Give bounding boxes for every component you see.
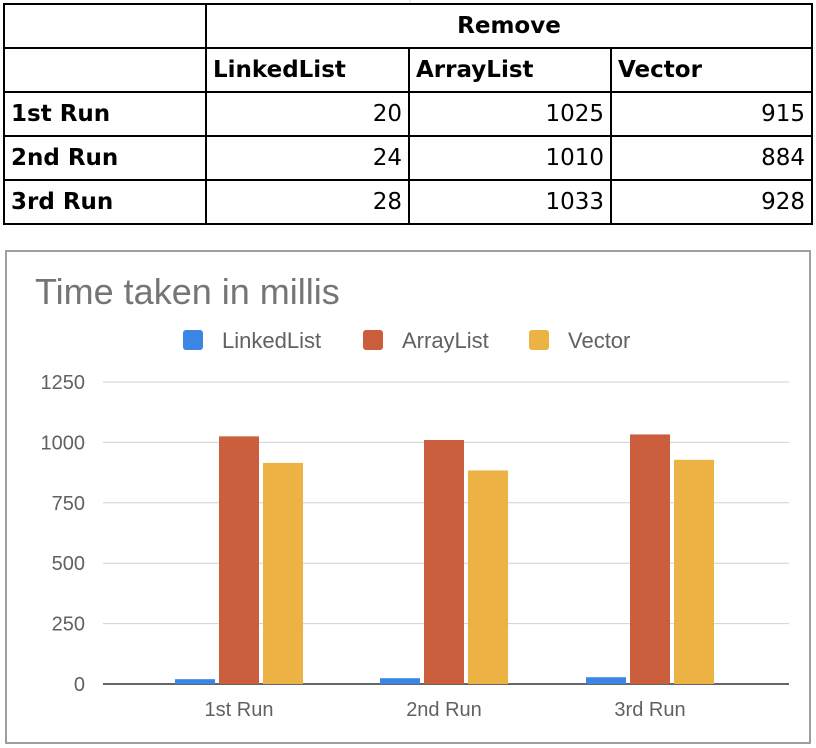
chart-bars [175, 434, 714, 684]
table-row-label: 1st Run [3, 91, 207, 137]
table-cell: 28 [205, 179, 410, 225]
bar-vector-3 [674, 459, 714, 684]
table-column-header-row: LinkedList ArrayList Vector [3, 47, 813, 93]
results-table: Remove LinkedList ArrayList Vector 1st R… [3, 3, 813, 225]
table-cell: 24 [205, 135, 410, 181]
table-corner-cell [3, 3, 207, 49]
y-axis-ticks: 0 250 500 750 1000 1250 [41, 372, 86, 696]
bar-vector-2 [468, 470, 508, 684]
table-column-header: LinkedList [205, 47, 410, 93]
table-cell: 915 [610, 91, 813, 137]
chart-legend: LinkedList ArrayList Vector [183, 328, 630, 353]
table-row-label: 2nd Run [3, 135, 207, 181]
bar-linkedlist-2 [380, 678, 420, 684]
table-cell: 884 [610, 135, 813, 181]
table-cell: 1025 [408, 91, 612, 137]
legend-label: LinkedList [222, 328, 321, 353]
table-cell: 1033 [408, 179, 612, 225]
legend-swatch [183, 330, 203, 350]
y-tick-label: 1000 [41, 432, 86, 454]
y-tick-label: 1250 [41, 372, 86, 394]
bar-chart: Time taken in millis LinkedList ArrayList… [35, 271, 789, 721]
bar-arraylist-2 [424, 439, 464, 684]
table-row: 1st Run 20 1025 915 [3, 91, 813, 137]
legend-swatch [363, 330, 383, 350]
bar-linkedlist-3 [586, 677, 626, 684]
table-cell: 1010 [408, 135, 612, 181]
bar-vector-1 [263, 462, 303, 684]
y-tick-label: 500 [52, 553, 85, 575]
bar-arraylist-3 [630, 434, 670, 684]
table-row: 3rd Run 28 1033 928 [3, 179, 813, 225]
chart-title: Time taken in millis [35, 271, 340, 312]
table-cell: 20 [205, 91, 410, 137]
table-row: 2nd Run 24 1010 884 [3, 135, 813, 181]
x-axis-ticks: 1st Run 2nd Run 3rd Run [205, 699, 686, 721]
y-tick-label: 750 [52, 493, 85, 515]
chart-container[interactable]: Time taken in millis LinkedList ArrayList… [5, 250, 811, 744]
legend-label: Vector [568, 328, 630, 353]
table-group-header: Remove [205, 3, 813, 49]
table-row-label: 3rd Run [3, 179, 207, 225]
table-cell: 928 [610, 179, 813, 225]
x-tick-label: 1st Run [205, 699, 274, 721]
y-tick-label: 250 [52, 614, 85, 636]
bar-arraylist-1 [219, 436, 259, 684]
legend-label: ArrayList [402, 328, 489, 353]
table-column-header: Vector [610, 47, 813, 93]
table-group-header-row: Remove [3, 3, 813, 49]
table-corner-cell [3, 47, 207, 93]
x-tick-label: 2nd Run [406, 699, 482, 721]
bar-linkedlist-1 [175, 679, 215, 684]
y-tick-label: 0 [74, 674, 85, 696]
x-tick-label: 3rd Run [614, 699, 685, 721]
legend-swatch [529, 330, 549, 350]
table-column-header: ArrayList [408, 47, 612, 93]
